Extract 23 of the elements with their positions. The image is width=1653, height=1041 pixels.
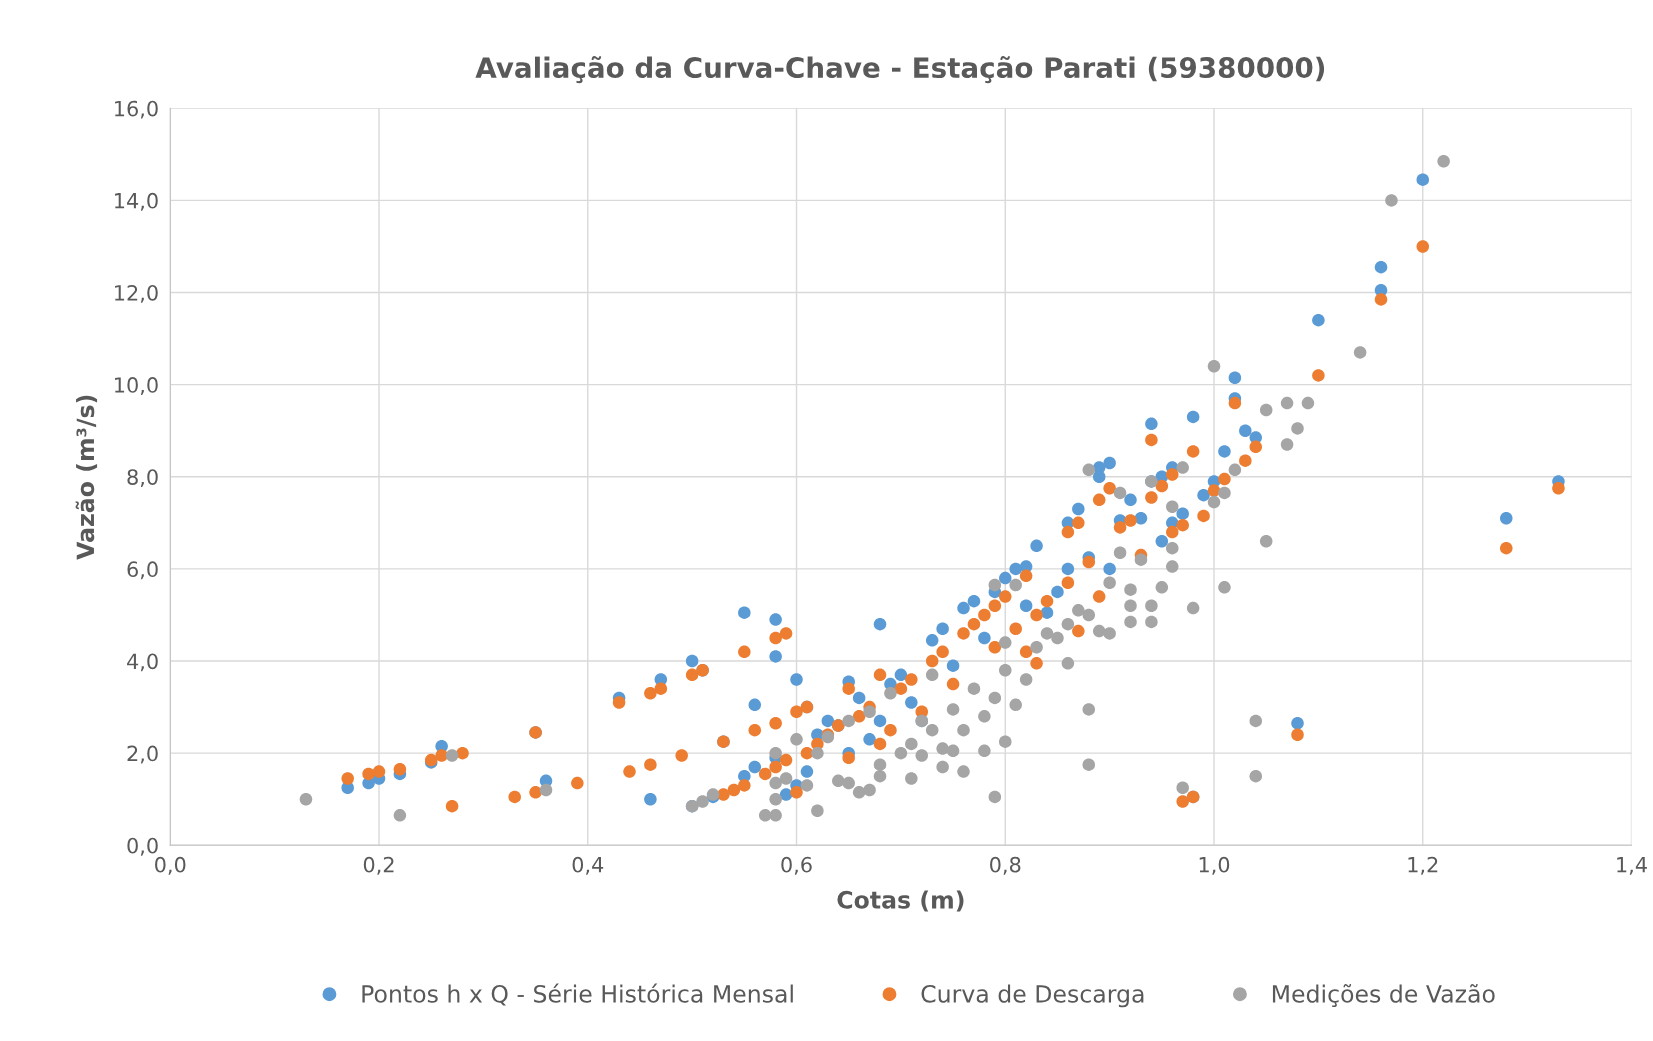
y-tick-label: 2,0 — [127, 745, 158, 764]
legend-label: Medições de Vazão — [1272, 984, 1495, 1007]
y-axis-title: Vazão (m³/s) — [75, 395, 98, 560]
chart-title: Avaliação da Curva-Chave - Estação Parati (59380000) — [475, 56, 1325, 84]
legend-label: Pontos h x Q - Série Histórica Mensal — [362, 983, 793, 1006]
y-tick-label: 8,0 — [127, 469, 158, 488]
y-tick-label: 14,0 — [115, 192, 158, 211]
x-axis-title: Cotas (m) — [837, 890, 964, 912]
x-tick-label: 0,8 — [990, 856, 1021, 875]
x-tick-label: 1,0 — [1199, 856, 1230, 875]
y-tick-label: 4,0 — [127, 653, 158, 672]
y-tick-label: 16,0 — [115, 100, 158, 119]
y-tick-label: 10,0 — [115, 377, 158, 395]
x-tick-label: 1,2 — [1408, 856, 1438, 875]
legend-label: Curva de Descarga — [921, 984, 1144, 1008]
x-tick-label: 0,0 — [155, 856, 186, 875]
x-tick-label: 0,2 — [363, 856, 394, 875]
x-tick-label: 1,4 — [1617, 857, 1647, 875]
y-tick-label: 12,0 — [115, 284, 158, 303]
x-tick-label: 0,6 — [781, 856, 812, 875]
y-tick-label: 0,0 — [127, 837, 158, 856]
x-tick-label: 0,4 — [572, 856, 604, 875]
y-tick-label: 6,0 — [127, 561, 158, 580]
